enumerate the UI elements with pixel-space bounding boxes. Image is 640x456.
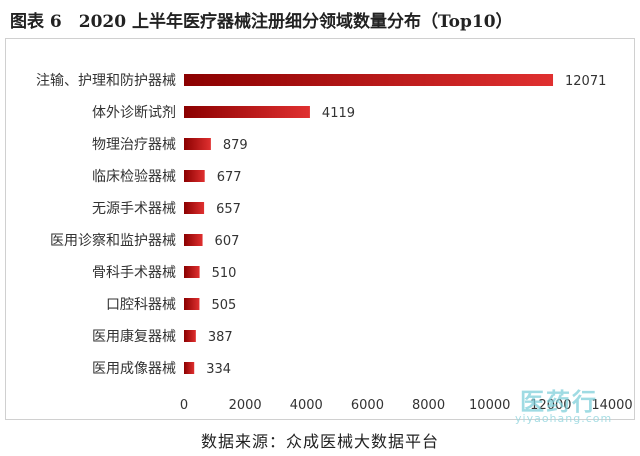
- x-tick-label-5: 10000: [469, 398, 510, 413]
- watermark-logo-url: yiyaohang.com: [515, 412, 613, 425]
- category-label-1: 体外诊断试剂: [92, 105, 176, 121]
- bar-6: [184, 266, 200, 278]
- data-label-5: 607: [215, 234, 240, 249]
- category-label-8: 医用康复器械: [92, 328, 176, 345]
- bar-0: [184, 74, 554, 86]
- bar-2: [184, 138, 211, 150]
- data-label-4: 657: [216, 202, 241, 217]
- category-label-5: 医用诊察和监护器械: [50, 232, 176, 249]
- x-tick-label-0: 0: [180, 398, 188, 413]
- title-bar: 图表 6 2020 上半年医疗器械注册细分领域数量分布（Top10）: [0, 4, 640, 34]
- category-labels-group: 注输、护理和防护器械体外诊断试剂物理治疗器械临床检验器械无源手术器械医用诊察和监…: [36, 73, 176, 377]
- data-label-9: 334: [206, 362, 231, 377]
- data-label-3: 677: [217, 170, 242, 185]
- x-tick-label-6: 12000: [530, 398, 571, 413]
- bar-9: [184, 362, 195, 374]
- category-label-9: 医用成像器械: [92, 361, 176, 377]
- data-label-6: 510: [212, 266, 237, 281]
- x-tick-labels-group: 0 2000 4000 6000 8000 10000 12000 14000: [180, 398, 633, 413]
- category-label-0: 注输、护理和防护器械: [36, 73, 176, 89]
- bar-1: [184, 106, 310, 118]
- category-label-3: 临床检验器械: [92, 169, 176, 185]
- category-label-2: 物理治疗器械: [92, 137, 176, 153]
- x-tick-label-2: 4000: [290, 398, 323, 413]
- data-label-7: 505: [211, 298, 236, 313]
- category-label-4: 无源手术器械: [92, 201, 176, 217]
- data-labels-group: 12071 4119 879 677 657 607 510 505 387 334: [206, 74, 606, 377]
- category-label-6: 骨科手术器械: [92, 265, 176, 281]
- data-label-1: 4119: [322, 106, 355, 121]
- data-label-2: 879: [223, 138, 248, 153]
- data-source-note: 数据来源：众成医械大数据平台: [200, 432, 439, 451]
- bar-8: [184, 330, 196, 342]
- x-tick-label-3: 6000: [351, 398, 384, 413]
- chart-title: 图表 6 2020 上半年医疗器械注册细分领域数量分布（Top10）: [10, 12, 513, 32]
- data-label-8: 387: [208, 330, 233, 345]
- x-tick-label-1: 2000: [229, 398, 262, 413]
- x-tick-label-7: 14000: [591, 398, 632, 413]
- data-label-0: 12071: [565, 74, 606, 89]
- watermark-logo-text: 医药行: [520, 388, 598, 416]
- bar-4: [184, 202, 205, 214]
- bar-5: [184, 234, 203, 246]
- category-label-7: 口腔科器械: [106, 297, 176, 313]
- x-tick-label-4: 8000: [412, 398, 445, 413]
- bars-group: [184, 74, 554, 374]
- bar-7: [184, 298, 200, 310]
- bar-3: [184, 170, 205, 182]
- chart-frame: [5, 38, 635, 420]
